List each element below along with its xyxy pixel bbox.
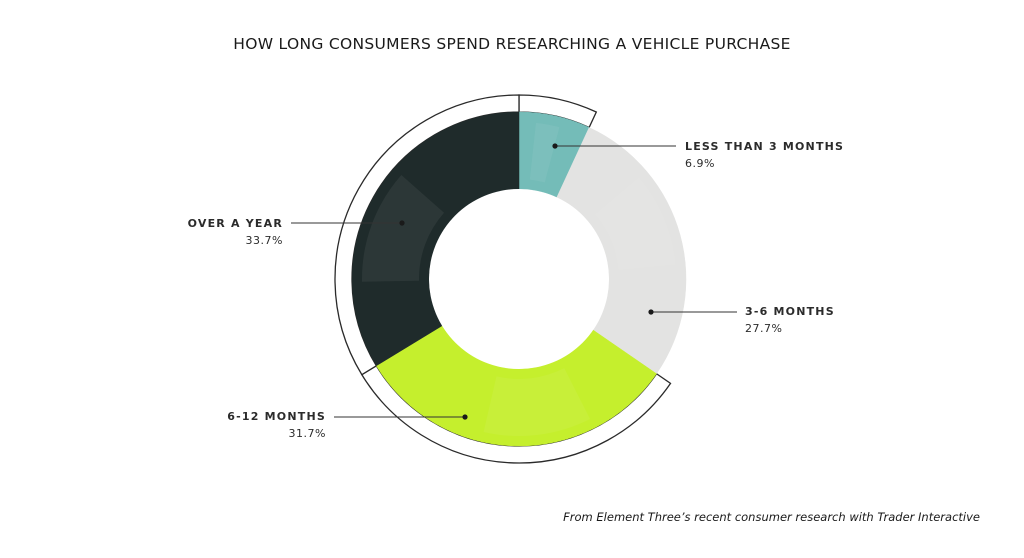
- label-less-than-3-months: LESS THAN 3 MONTHS: [685, 140, 844, 153]
- leader-lines: [291, 143, 737, 420]
- leader-dot-over-a-year: [399, 220, 405, 226]
- donut-hole: [429, 189, 609, 369]
- slice-labels: LESS THAN 3 MONTHS 6.9% 3-6 MONTHS 27.7% 6-1…: [188, 140, 844, 440]
- value-3-6-months: 27.7%: [745, 322, 782, 335]
- label-3-6-months: 3-6 MONTHS: [745, 305, 835, 318]
- leader-dot-3-6-months: [648, 309, 654, 315]
- value-less-than-3-months: 6.9%: [685, 157, 715, 170]
- slice-sheen-over-a-year: [361, 175, 445, 282]
- segment-outlines: [334, 94, 672, 464]
- slice-sheen-3-6-months: [595, 177, 676, 270]
- source-note: From Element Three’s recent consumer res…: [563, 510, 980, 524]
- slice-sheen-less-than-3-months: [529, 122, 560, 183]
- donut-slices: [351, 111, 687, 447]
- label-over-a-year: OVER A YEAR: [188, 217, 283, 230]
- slice-sheen-6-12-months: [483, 368, 591, 437]
- value-over-a-year: 33.7%: [246, 234, 283, 247]
- chart-title: HOW LONG CONSUMERS SPEND RESEARCHING A V…: [233, 35, 790, 53]
- value-6-12-months: 31.7%: [289, 427, 326, 440]
- leader-dot-6-12-months: [462, 414, 468, 420]
- label-6-12-months: 6-12 MONTHS: [227, 410, 326, 423]
- leader-dot-less-than-3-months: [552, 143, 558, 149]
